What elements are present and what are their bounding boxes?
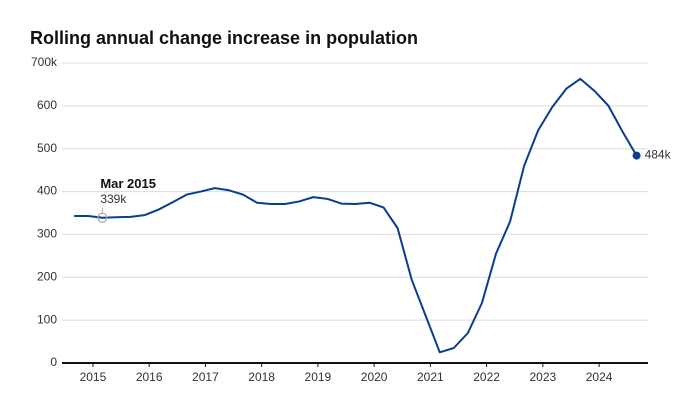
x-tick-label: 2022 xyxy=(473,370,500,384)
y-tick-label: 100 xyxy=(37,312,57,326)
annotation-title: Mar 2015 xyxy=(100,176,156,191)
y-tick-label: 300 xyxy=(37,227,57,241)
x-tick-label: 2020 xyxy=(361,370,388,384)
annotation-text: 339k xyxy=(100,192,127,206)
x-tick-label: 2018 xyxy=(248,370,275,384)
x-tick-label: 2019 xyxy=(305,370,332,384)
x-tick-label: 2015 xyxy=(80,370,107,384)
y-tick-label: 0 xyxy=(50,355,57,369)
end-point xyxy=(632,151,641,160)
y-tick-label: 200 xyxy=(37,269,57,283)
x-tick-label: 2017 xyxy=(192,370,219,384)
x-tick-label: 2016 xyxy=(136,370,163,384)
y-tick-label: 700k xyxy=(31,55,58,69)
y-tick-label: 400 xyxy=(37,184,57,198)
x-tick-label: 2023 xyxy=(529,370,556,384)
y-tick-label: 600 xyxy=(37,98,57,112)
y-tick-label: 500 xyxy=(37,141,57,155)
x-tick-label: 2021 xyxy=(417,370,444,384)
annotation-point xyxy=(97,212,108,223)
chart-title: Rolling annual change increase in popula… xyxy=(30,28,418,48)
end-label: 484k xyxy=(645,148,672,162)
x-tick-label: 2024 xyxy=(586,370,613,384)
line xyxy=(74,77,638,354)
